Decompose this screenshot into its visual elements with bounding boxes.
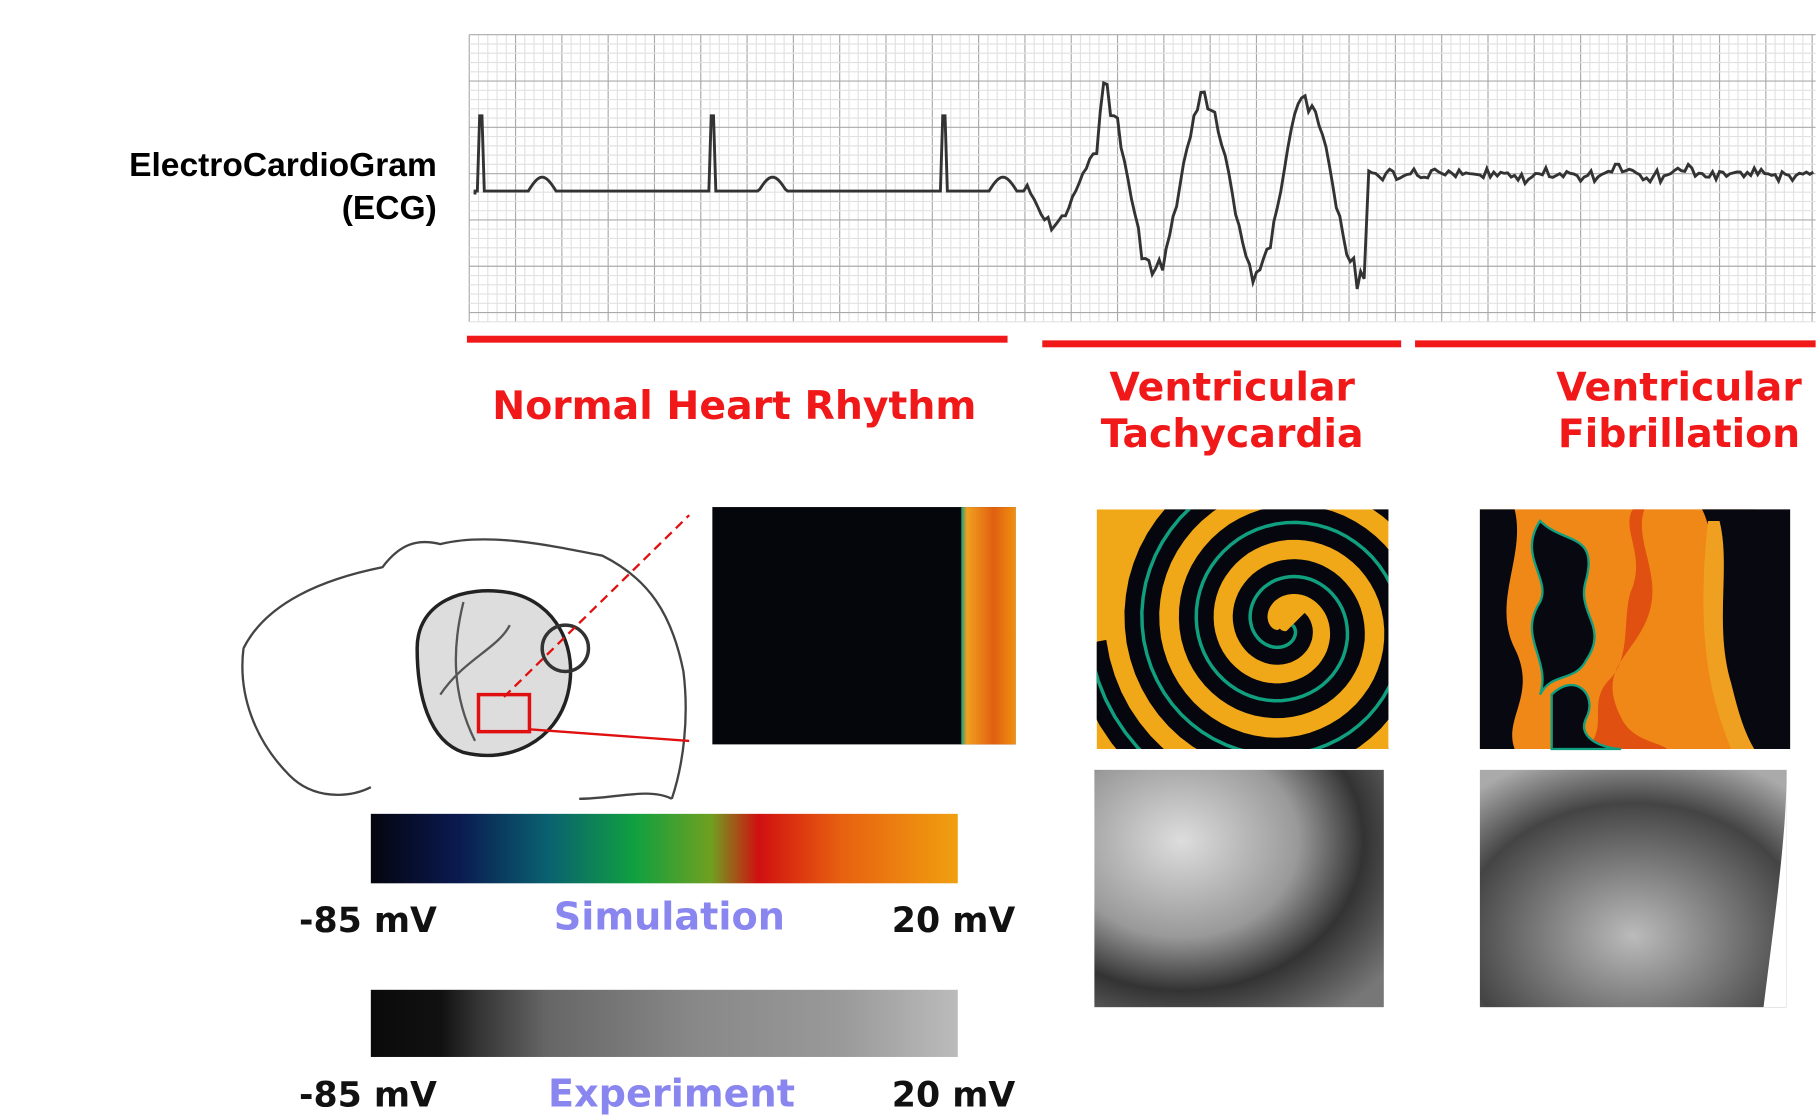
ecg-grid: [469, 35, 1815, 322]
exp-colorbar: [371, 990, 958, 1057]
ecg-label: ElectroCardioGram: [129, 147, 437, 184]
rhythm-label: Fibrillation: [1558, 411, 1800, 457]
rhythm-label: Normal Heart Rhythm: [492, 383, 976, 429]
exp-fibrillation: [1480, 770, 1787, 1007]
rhythm-label: Tachycardia: [1101, 411, 1364, 457]
sim-wavefront: [961, 507, 1015, 744]
ecg-label: (ECG): [342, 190, 437, 227]
segment-bar: [1042, 340, 1401, 347]
sim-fibrillation: [1480, 509, 1790, 749]
ecg-trace: [475, 83, 1813, 289]
segment-bar: [1415, 340, 1816, 347]
scale-name: Experiment: [548, 1073, 795, 1116]
sim-tachycardia: [1089, 468, 1456, 809]
sim-colorbar: [371, 814, 958, 883]
exp-tachycardia: [1094, 770, 1383, 1007]
scale-name: Simulation: [554, 896, 785, 940]
scale-min: -85 mV: [299, 901, 437, 941]
scale-min: -85 mV: [299, 1076, 437, 1116]
scale-max: 20 mV: [892, 901, 1016, 941]
heart-sketch: [242, 539, 685, 798]
segment-bar: [467, 336, 1008, 343]
rhythm-label: Ventricular: [1109, 365, 1355, 411]
scale-max: 20 mV: [892, 1076, 1016, 1116]
page: {"ecg_label":{"line1":"ElectroCardioGram…: [0, 0, 1816, 1116]
rhythm-label: Ventricular: [1556, 365, 1802, 411]
figure: ElectroCardioGram (ECG) Normal Heart Rhy…: [0, 0, 1816, 1116]
zoom-line: [529, 729, 689, 741]
